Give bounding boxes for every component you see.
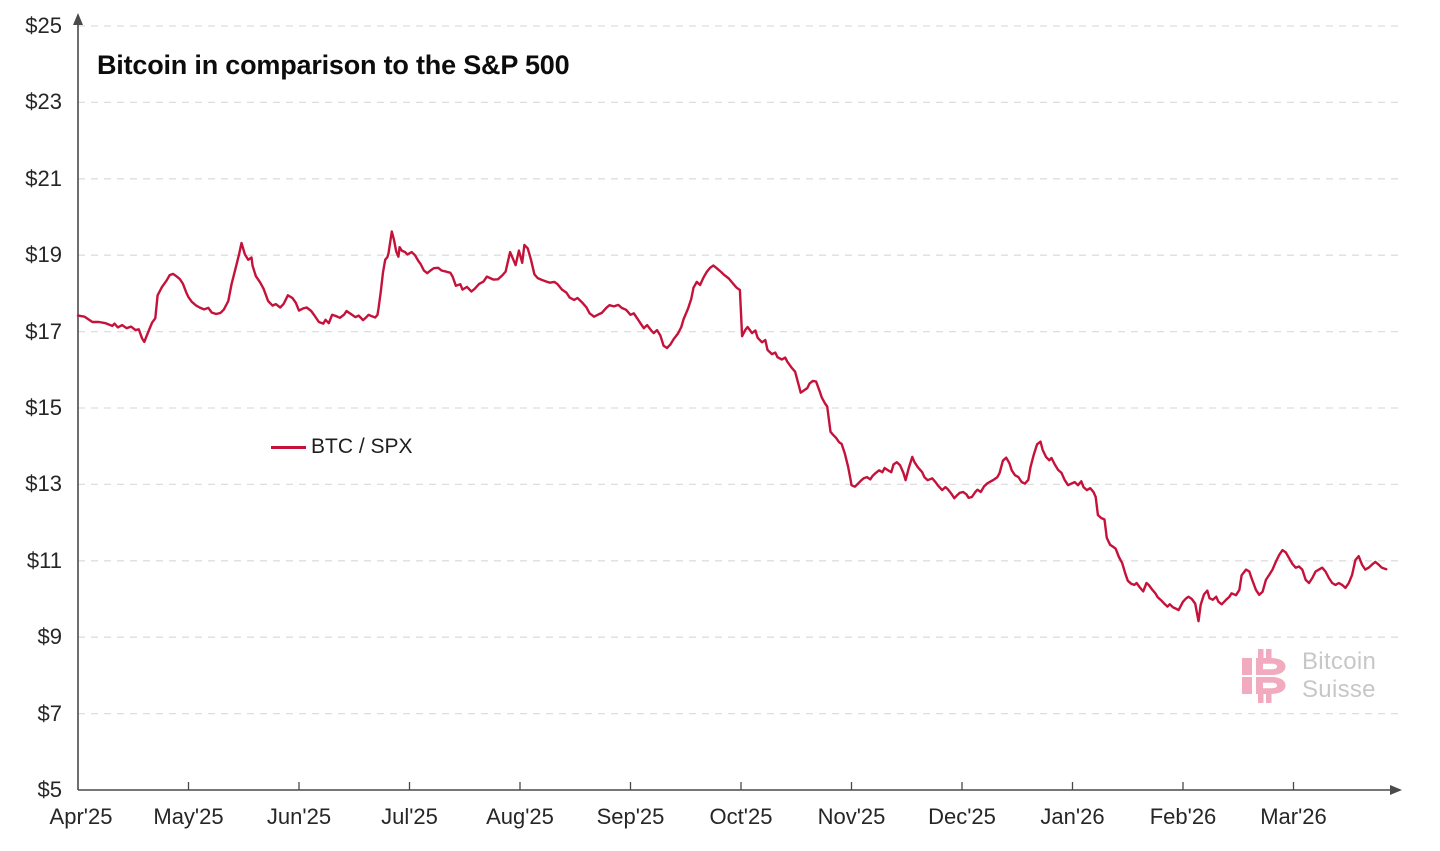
x-axis-label-Oct25: Oct'25 [709,804,773,829]
y-axis-label-21: $21 [25,165,62,191]
series-line-btc-spx [76,230,1388,623]
y-axis-label-11: $11 [26,547,62,573]
y-axis-label-15: $15 [25,395,62,420]
y-axis-label-7: $7 [37,700,62,726]
y-axis-label-25: $25 [25,13,62,38]
brand-line-2: Suisse [1302,676,1376,703]
x-axis-label-Apr25: Apr'25 [49,804,113,829]
x-axis-label-Mar26: Mar'26 [1260,804,1327,829]
y-axis-label-13: $13 [25,471,62,497]
x-axis-arrow-icon [1390,785,1402,795]
x-axis-label-Jun25: Jun'25 [266,804,332,829]
x-axis-label-Jul25: Jul'25 [381,804,438,829]
y-axis-label-17: $17 [25,318,62,344]
bitcoin-suisse-wordmark: Bitcoin Suisse [1302,648,1376,704]
y-axis-label-5: $5 [37,777,62,802]
x-axis-label-Aug25: Aug'25 [486,804,554,829]
y-axis-arrow-icon [73,13,83,25]
y-axis-label-9: $9 [37,624,62,650]
y-axis-label-19: $19 [25,242,62,268]
bitcoin-suisse-logo: Bitcoin Suisse [1242,648,1376,704]
x-axis-label-Sep25: Sep'25 [596,804,665,829]
chart-title: Bitcoin in comparison to the S&P 500 [97,50,570,80]
x-axis-label-Jan26: Jan'26 [1040,804,1105,829]
legend-line-swatch [271,445,306,449]
bitcoin-suisse-mark-icon [1242,649,1286,703]
x-axis-label-Dec25: Dec'25 [928,804,996,829]
y-axis-label-23: $23 [25,89,62,115]
x-axis-label-Feb26: Feb'26 [1149,804,1217,829]
x-axis-label-May25: May'25 [153,804,224,829]
brand-line-1: Bitcoin [1302,648,1377,675]
x-axis-label-Nov25: Nov'25 [817,804,886,829]
legend-label: BTC / SPX [311,435,413,458]
legend: BTC / SPX [271,435,413,459]
